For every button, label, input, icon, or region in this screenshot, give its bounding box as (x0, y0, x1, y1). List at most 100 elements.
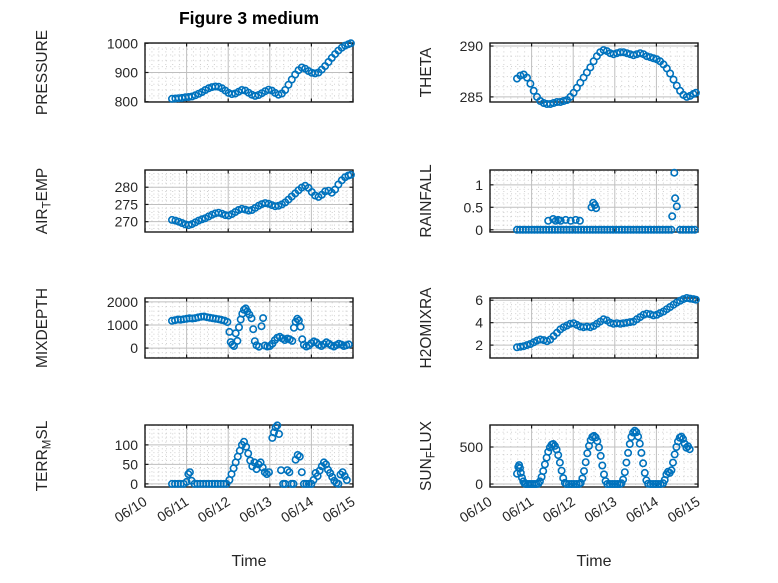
ytick-label: 0 (475, 222, 483, 238)
data-point (535, 477, 544, 486)
data-point (620, 468, 629, 477)
data-point (637, 448, 646, 457)
data-point (317, 462, 326, 471)
data-point (231, 329, 240, 338)
data-point (619, 48, 628, 57)
xtick-label: 06/10 (457, 493, 495, 526)
data-point (596, 451, 605, 460)
data-point (515, 464, 524, 473)
data-point (685, 445, 694, 454)
data-point (235, 323, 244, 332)
data-point (594, 443, 603, 452)
data-point (578, 474, 587, 483)
ytick-label: 2 (475, 337, 483, 353)
data-point (691, 295, 700, 304)
ytick-label: 0 (130, 340, 138, 356)
data-point (271, 423, 280, 432)
data-point (340, 472, 349, 481)
xtick-label: 06/15 (320, 493, 358, 526)
data-point (575, 216, 584, 225)
data-point (544, 447, 553, 456)
y-axis-label-h2omixra: H2OMIXRA (418, 287, 435, 369)
data-point (649, 311, 658, 320)
data-point (182, 477, 191, 486)
data-point (242, 442, 251, 451)
data-point (273, 421, 282, 430)
axes-box (489, 424, 699, 488)
data-point (244, 449, 253, 458)
data-point (223, 317, 232, 326)
data-point (554, 451, 563, 460)
xtick-label: 06/13 (236, 493, 274, 526)
ytick-label: 900 (115, 65, 139, 81)
data-point (185, 468, 194, 477)
ytick-label: 4 (475, 315, 483, 331)
data-point (529, 86, 538, 95)
data-point (516, 468, 525, 477)
data-point (297, 468, 306, 477)
data-point (668, 458, 677, 467)
data-point (262, 470, 271, 479)
data-point (251, 91, 260, 100)
xtick-label: 06/12 (540, 493, 578, 526)
data-point (635, 439, 644, 448)
data-point (342, 475, 351, 484)
data-point (672, 202, 681, 211)
data-point (670, 168, 679, 177)
data-point (250, 337, 259, 346)
data-point (592, 204, 601, 213)
data-point (219, 479, 228, 488)
data-point (625, 439, 634, 448)
data-point (334, 479, 343, 488)
data-point (640, 468, 649, 477)
data-point (549, 439, 558, 448)
figure-title: Figure 3 medium (178, 8, 320, 28)
data-point (619, 475, 628, 484)
data-point (562, 479, 571, 488)
data-point (691, 88, 700, 97)
y-axis-label-theta: THETA (418, 47, 435, 97)
subplot-h2omixra: 2 4 6 H2OMIXRA (418, 287, 700, 369)
ytick-label: 285 (460, 89, 484, 105)
data-point (227, 90, 236, 99)
ytick-label: 270 (115, 214, 139, 230)
ytick-label: 6 (475, 292, 483, 308)
data-point (184, 470, 193, 479)
axes-box (144, 424, 354, 488)
data-point (571, 215, 580, 224)
data-point (295, 452, 304, 461)
data-point (249, 325, 258, 334)
data-point (591, 433, 600, 442)
axes-box (144, 297, 354, 359)
y-axis-label-rainfall: RAINFALL (418, 164, 435, 238)
ytick-label: 500 (460, 439, 484, 455)
data-point (257, 322, 266, 331)
data-point (608, 479, 617, 488)
data-point (244, 206, 253, 215)
data-point (626, 318, 635, 327)
data-point (667, 466, 676, 475)
data-point (214, 208, 223, 217)
data-point (668, 212, 677, 221)
data-point (307, 479, 316, 488)
ytick-label: 1000 (107, 35, 138, 51)
data-point (344, 340, 353, 349)
ytick-label: 290 (460, 38, 484, 54)
data-point (567, 479, 576, 488)
subplot-rainfall: 0 0.5 1 RAINFALL (418, 164, 699, 238)
data-point (586, 63, 595, 72)
data-point (304, 479, 313, 488)
x-axis-label-left: Time (231, 553, 267, 570)
data-point (289, 479, 298, 488)
data-point (319, 458, 328, 467)
data-point (646, 479, 655, 488)
data-point (311, 69, 320, 78)
data-point (237, 86, 246, 95)
subplot-pressure: 800 900 1000 PRESSURE (34, 30, 355, 115)
ytick-label: 1000 (107, 317, 138, 333)
subplot-theta: 285 290 THETA (418, 38, 700, 109)
data-point (666, 69, 675, 78)
data-point (667, 225, 676, 234)
data-point (613, 479, 622, 488)
data-point (583, 449, 592, 458)
